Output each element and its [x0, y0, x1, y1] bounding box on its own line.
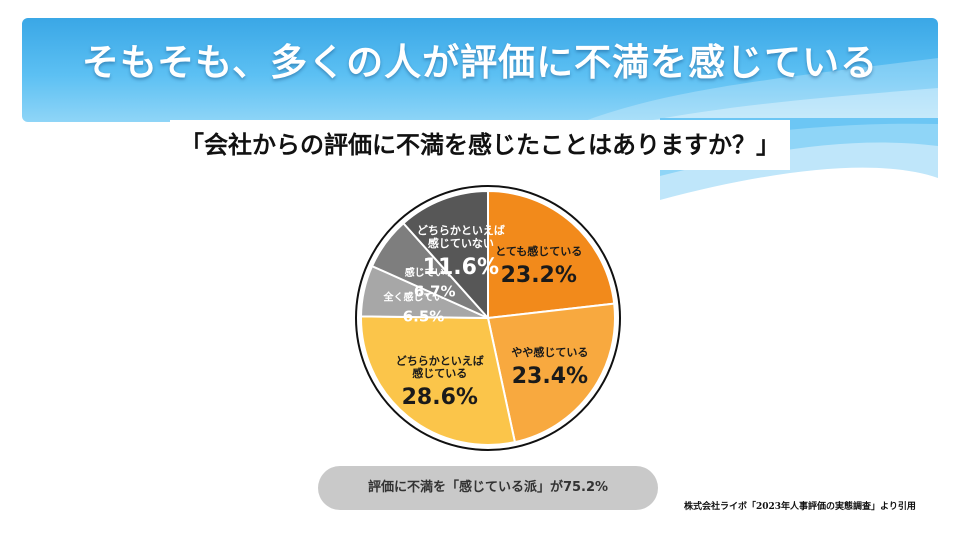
banner-waves: [582, 58, 938, 122]
source-citation: 株式会社ライボ「2023年人事評価の実態調査」より引用: [684, 502, 916, 512]
survey-question: 「会社からの評価に不満を感じたことはありますか？」: [170, 120, 790, 170]
slice-label-2: どちらかといえば: [396, 353, 484, 367]
slice-label-5: どちらかといえば: [417, 223, 505, 237]
slice-label-1: やや感じている: [511, 345, 588, 359]
title-banner: そもそも、多くの人が評価に不満を感じている: [22, 18, 938, 122]
pie-slice-1: [486, 302, 616, 444]
slice-value-1: 23.4%: [512, 364, 588, 389]
slice-value-2: 28.6%: [402, 385, 478, 410]
pie-slice-5: [402, 189, 489, 321]
slice-value-3: 6.5%: [403, 307, 445, 325]
pie-outline: [355, 185, 621, 451]
pie-slice-2: [360, 315, 517, 446]
slice-value-4: 6.7%: [414, 283, 456, 301]
slice-label-0: とても感じている: [495, 244, 582, 258]
summary-pill: 評価に不満を「感じている派」が75.2%: [318, 466, 658, 510]
pie-slice-0: [487, 189, 616, 320]
slice-label-2: 感じている: [412, 366, 467, 380]
pie-chart: とても感じている23.2%やや感じている23.4%どちらかといえば感じている28…: [355, 185, 621, 451]
slice-value-5: 11.6%: [423, 255, 499, 280]
page-title: そもそも、多くの人が評価に不満を感じている: [81, 40, 879, 84]
slice-label-5: 感じていない: [428, 236, 494, 250]
slice-value-0: 23.2%: [501, 263, 577, 288]
